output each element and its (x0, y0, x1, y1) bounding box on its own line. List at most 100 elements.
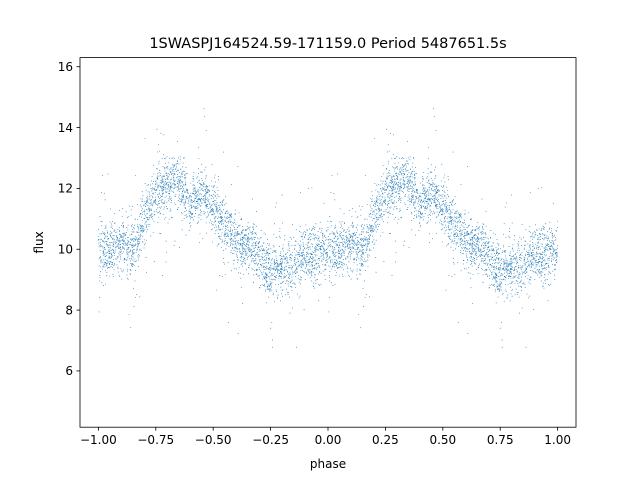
data-point (342, 241, 344, 243)
data-point (395, 188, 397, 190)
data-point (146, 200, 148, 202)
data-point (406, 181, 408, 182)
data-point (335, 255, 337, 256)
data-point (209, 211, 211, 213)
data-point (327, 239, 329, 241)
data-point (135, 296, 136, 298)
data-point (371, 200, 373, 202)
data-point (554, 274, 555, 276)
data-point (531, 256, 533, 258)
data-point (132, 256, 134, 258)
data-point (305, 261, 307, 263)
data-point (504, 206, 506, 208)
data-point (407, 206, 409, 208)
data-point (364, 280, 366, 282)
data-point (418, 216, 420, 218)
data-point (511, 259, 513, 261)
data-point (310, 258, 312, 260)
data-point (425, 192, 427, 194)
data-point (240, 272, 241, 274)
data-point (550, 252, 551, 254)
data-point (179, 176, 181, 177)
data-point (244, 248, 246, 250)
data-point (180, 174, 182, 176)
data-point (332, 265, 333, 267)
data-point (397, 179, 399, 181)
data-point (342, 273, 344, 275)
data-point (127, 255, 129, 257)
data-point (227, 230, 229, 232)
data-point (116, 239, 118, 241)
data-point (257, 255, 259, 257)
data-point (117, 268, 119, 270)
data-point (122, 271, 124, 273)
data-point (348, 233, 350, 235)
data-point (186, 195, 188, 197)
data-point (266, 282, 267, 284)
data-point (173, 168, 175, 170)
data-point (283, 270, 285, 272)
data-point (348, 251, 350, 253)
data-point (168, 218, 170, 220)
data-point (310, 238, 312, 240)
data-point (512, 281, 514, 283)
data-point (138, 240, 140, 242)
data-point (104, 261, 106, 263)
data-point (186, 198, 188, 200)
data-point (153, 188, 155, 190)
data-point (190, 200, 192, 202)
data-point (169, 186, 171, 187)
data-point (375, 201, 377, 203)
data-point (453, 204, 455, 206)
data-point (282, 266, 284, 268)
data-point (450, 224, 452, 225)
data-point (288, 245, 290, 247)
data-point (139, 249, 141, 251)
data-point (187, 189, 189, 191)
data-point (218, 228, 220, 230)
data-point (272, 250, 274, 252)
data-point (527, 275, 529, 277)
data-point (162, 181, 164, 182)
data-point (390, 132, 392, 134)
data-point (355, 251, 357, 253)
data-point (193, 187, 195, 189)
data-point (281, 283, 283, 285)
data-point (530, 244, 532, 246)
data-point (425, 200, 427, 202)
data-point (453, 234, 455, 235)
data-point (306, 266, 308, 268)
data-point (121, 243, 123, 245)
data-point (474, 245, 476, 247)
data-point (487, 275, 489, 277)
data-point (343, 252, 345, 254)
data-point (165, 184, 167, 186)
data-point (360, 209, 362, 211)
data-point (336, 244, 338, 246)
data-point (237, 233, 239, 235)
data-point (210, 195, 212, 196)
data-point (427, 207, 428, 209)
data-point (493, 283, 495, 285)
data-point (251, 255, 252, 257)
data-point (284, 254, 286, 255)
data-point (368, 249, 370, 251)
data-point (225, 225, 227, 227)
data-point (120, 235, 121, 237)
data-point (310, 236, 312, 237)
data-point (370, 249, 372, 251)
data-point (132, 287, 134, 289)
data-point (442, 193, 444, 195)
data-point (529, 261, 531, 263)
data-point (269, 285, 271, 286)
data-point (219, 223, 220, 224)
data-point (162, 192, 164, 194)
data-point (120, 258, 122, 260)
data-point (512, 250, 514, 252)
data-point (181, 195, 183, 197)
data-point (202, 238, 204, 240)
data-point (318, 273, 320, 275)
data-point (151, 199, 153, 201)
data-point (497, 258, 499, 260)
data-point (350, 236, 352, 238)
